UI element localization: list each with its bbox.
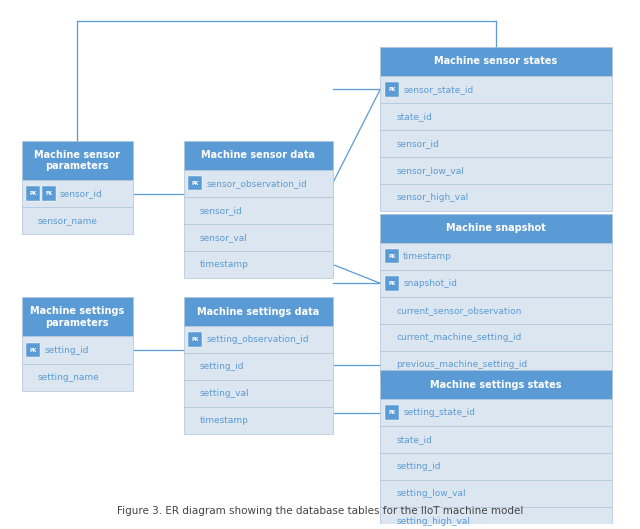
Bar (380, 507, 612, 529)
Text: setting_state_id: setting_state_id (403, 408, 475, 417)
Bar (380, 130, 612, 157)
Text: PK: PK (388, 281, 396, 286)
Bar (26, 186, 40, 201)
Text: Machine settings states: Machine settings states (430, 380, 562, 390)
Bar (380, 324, 612, 351)
Bar (380, 243, 612, 270)
Bar (380, 480, 612, 507)
Bar (184, 141, 333, 170)
Text: sensor_low_val: sensor_low_val (396, 166, 464, 175)
Text: Figure 3. ER diagram showing the database tables for the IIoT machine model: Figure 3. ER diagram showing the databas… (117, 506, 523, 516)
Bar (184, 170, 333, 197)
Text: PK: PK (29, 348, 37, 352)
Text: sensor_id: sensor_id (200, 206, 242, 215)
Bar (22, 363, 133, 391)
Bar (26, 343, 40, 357)
Bar (380, 370, 612, 399)
Bar (380, 426, 612, 453)
Bar (380, 453, 612, 480)
Text: current_sensor_observation: current_sensor_observation (396, 306, 522, 315)
Text: snapshot_id: snapshot_id (403, 279, 457, 288)
Text: sensor_state_id: sensor_state_id (403, 85, 474, 94)
Text: setting_id: setting_id (200, 362, 244, 371)
Text: state_id: state_id (396, 112, 432, 121)
Bar (380, 297, 612, 324)
Bar (188, 332, 202, 347)
Bar (22, 207, 133, 234)
Text: state_id: state_id (396, 435, 432, 444)
Bar (380, 157, 612, 184)
Text: previous_machine_setting_id: previous_machine_setting_id (396, 360, 527, 369)
Bar (184, 197, 333, 224)
Bar (380, 270, 612, 297)
Bar (385, 405, 399, 420)
Text: timestamp: timestamp (200, 416, 248, 425)
Bar (380, 47, 612, 76)
Text: Machine settings
parameters: Machine settings parameters (30, 306, 124, 327)
Bar (380, 351, 612, 378)
Text: setting_low_val: setting_low_val (396, 489, 466, 498)
Text: timestamp: timestamp (200, 260, 248, 269)
Text: sensor_id: sensor_id (60, 189, 102, 198)
Text: PK: PK (191, 181, 198, 186)
Text: Machine settings data: Machine settings data (197, 307, 319, 317)
Text: Machine snapshot: Machine snapshot (446, 223, 546, 233)
Bar (380, 214, 612, 243)
Text: PK: PK (29, 191, 37, 196)
Bar (184, 353, 333, 380)
Bar (385, 276, 399, 290)
Text: setting_id: setting_id (45, 345, 89, 354)
Text: sensor_high_val: sensor_high_val (396, 193, 468, 202)
Text: PK: PK (388, 87, 396, 92)
Text: setting_high_val: setting_high_val (396, 516, 470, 525)
Bar (42, 186, 56, 201)
Bar (184, 407, 333, 434)
Bar (22, 141, 133, 180)
Text: Machine sensor data: Machine sensor data (201, 150, 315, 160)
Bar (184, 224, 333, 251)
Text: setting_val: setting_val (200, 389, 249, 398)
Text: setting_observation_id: setting_observation_id (207, 335, 309, 344)
Text: PK: PK (388, 254, 396, 259)
Text: PK: PK (388, 410, 396, 415)
Bar (184, 380, 333, 407)
Bar (380, 184, 612, 211)
Text: timestamp: timestamp (403, 252, 452, 261)
Text: sensor_observation_id: sensor_observation_id (207, 179, 307, 188)
Text: Machine sensor states: Machine sensor states (435, 57, 557, 67)
Text: sensor_id: sensor_id (396, 139, 439, 148)
Bar (22, 180, 133, 207)
Text: setting_name: setting_name (38, 372, 99, 381)
Bar (380, 103, 612, 130)
Bar (385, 249, 399, 263)
Bar (184, 251, 333, 278)
Text: sensor_val: sensor_val (200, 233, 247, 242)
Bar (188, 176, 202, 190)
Bar (380, 399, 612, 426)
Text: sensor_name: sensor_name (38, 216, 98, 225)
Bar (380, 76, 612, 103)
Text: Machine sensor
parameters: Machine sensor parameters (35, 150, 120, 171)
Text: FK: FK (45, 191, 52, 196)
Bar (184, 297, 333, 326)
Bar (22, 297, 133, 336)
Text: current_machine_setting_id: current_machine_setting_id (396, 333, 522, 342)
Bar (22, 336, 133, 363)
Bar (184, 326, 333, 353)
Text: setting_id: setting_id (396, 462, 440, 471)
Text: PK: PK (191, 337, 198, 342)
Bar (385, 82, 399, 97)
